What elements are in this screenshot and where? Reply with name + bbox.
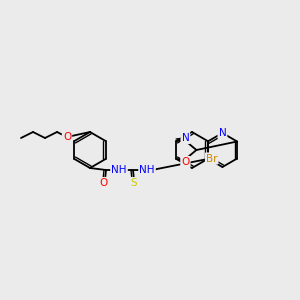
Text: NH: NH: [139, 165, 155, 175]
Text: O: O: [63, 132, 71, 142]
Text: S: S: [131, 178, 137, 188]
Text: O: O: [100, 178, 108, 188]
Text: O: O: [181, 157, 190, 167]
Text: NH: NH: [111, 165, 127, 175]
Text: Br: Br: [206, 154, 218, 164]
Text: N: N: [218, 128, 226, 138]
Text: N: N: [182, 133, 189, 143]
